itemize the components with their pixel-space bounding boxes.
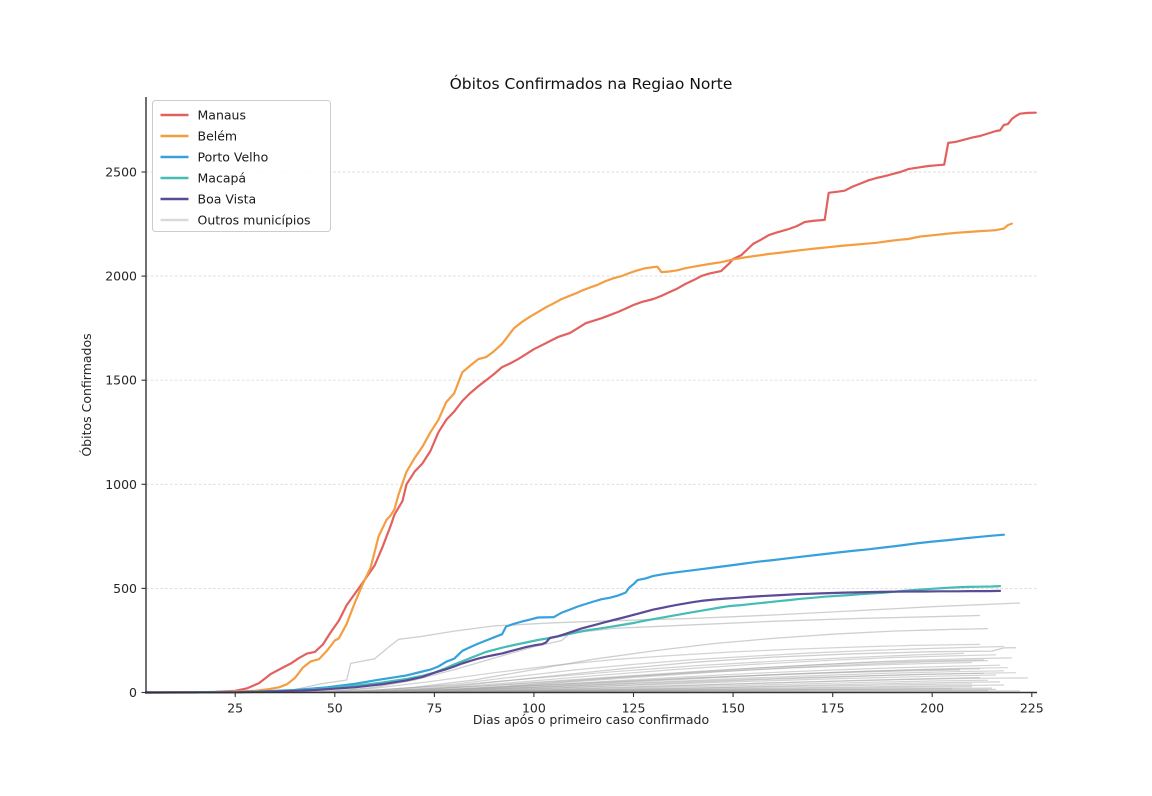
outros-municipios-line-5 — [145, 643, 981, 694]
series-line-belem — [145, 222, 1013, 694]
y-axis-ticks: 0 500 1000 1500 2000 2500 — [105, 165, 146, 700]
legend-item-outros-municipios: Outros municípios — [160, 213, 311, 228]
outros-municipios-line-4 — [145, 647, 1016, 694]
y-tick-label-0: 0 — [129, 685, 137, 700]
x-axis-label: Dias após o primeiro caso confirmado — [473, 712, 709, 727]
legend-label-belem: Belém — [198, 129, 238, 144]
series-lines — [145, 111, 1037, 694]
series-line-porto-velho — [145, 533, 1005, 694]
legend-item-belem: Belém — [160, 129, 238, 144]
x-tick-label-150: 150 — [721, 701, 745, 716]
gridlines — [146, 171, 1037, 589]
chart-title: Óbitos Confirmados na Regiao Norte — [450, 74, 733, 93]
y-tick-label-2500: 2500 — [105, 165, 137, 180]
legend-label-macapa: Macapá — [198, 171, 247, 186]
x-tick-label-225: 225 — [1020, 701, 1044, 716]
y-tick-label-500: 500 — [113, 581, 137, 596]
legend-item-porto-velho: Porto Velho — [160, 150, 269, 165]
x-tick-label-125: 125 — [622, 701, 646, 716]
outros-municipios-line-7 — [145, 652, 965, 694]
x-tick-label-75: 75 — [426, 701, 442, 716]
outros-municipios-line-1 — [145, 602, 1020, 694]
legend-item-macapa: Macapá — [160, 171, 247, 186]
y-axis-label: Óbitos Confirmados — [79, 333, 94, 456]
legend: Manaus Belém Porto Velho Macapá Boa Vista Out… — [152, 100, 331, 232]
legend-item-boa-vista: Boa Vista — [160, 192, 257, 207]
legend-label-outros-municipios: Outros municípios — [198, 213, 311, 228]
y-tick-label-1500: 1500 — [105, 373, 137, 388]
x-tick-label-175: 175 — [821, 701, 845, 716]
series-line-boa-vista — [145, 589, 1002, 694]
x-axis-ticks: 25 50 75 100 125 150 175 200 225 — [227, 692, 1044, 716]
outros-municipios-line-2 — [145, 614, 981, 694]
y-tick-label-1000: 1000 — [105, 477, 137, 492]
y-tick-label-2000: 2000 — [105, 269, 137, 284]
legend-item-manaus: Manaus — [160, 108, 246, 123]
legend-label-boa-vista: Boa Vista — [198, 192, 257, 207]
x-tick-label-50: 50 — [327, 701, 343, 716]
x-tick-label-25: 25 — [227, 701, 243, 716]
legend-label-manaus: Manaus — [198, 108, 246, 123]
axes-spines — [145, 97, 1037, 694]
x-tick-label-200: 200 — [920, 701, 944, 716]
x-tick-label-100: 100 — [522, 701, 546, 716]
legend-box — [152, 100, 331, 232]
legend-label-porto-velho: Porto Velho — [198, 150, 269, 165]
